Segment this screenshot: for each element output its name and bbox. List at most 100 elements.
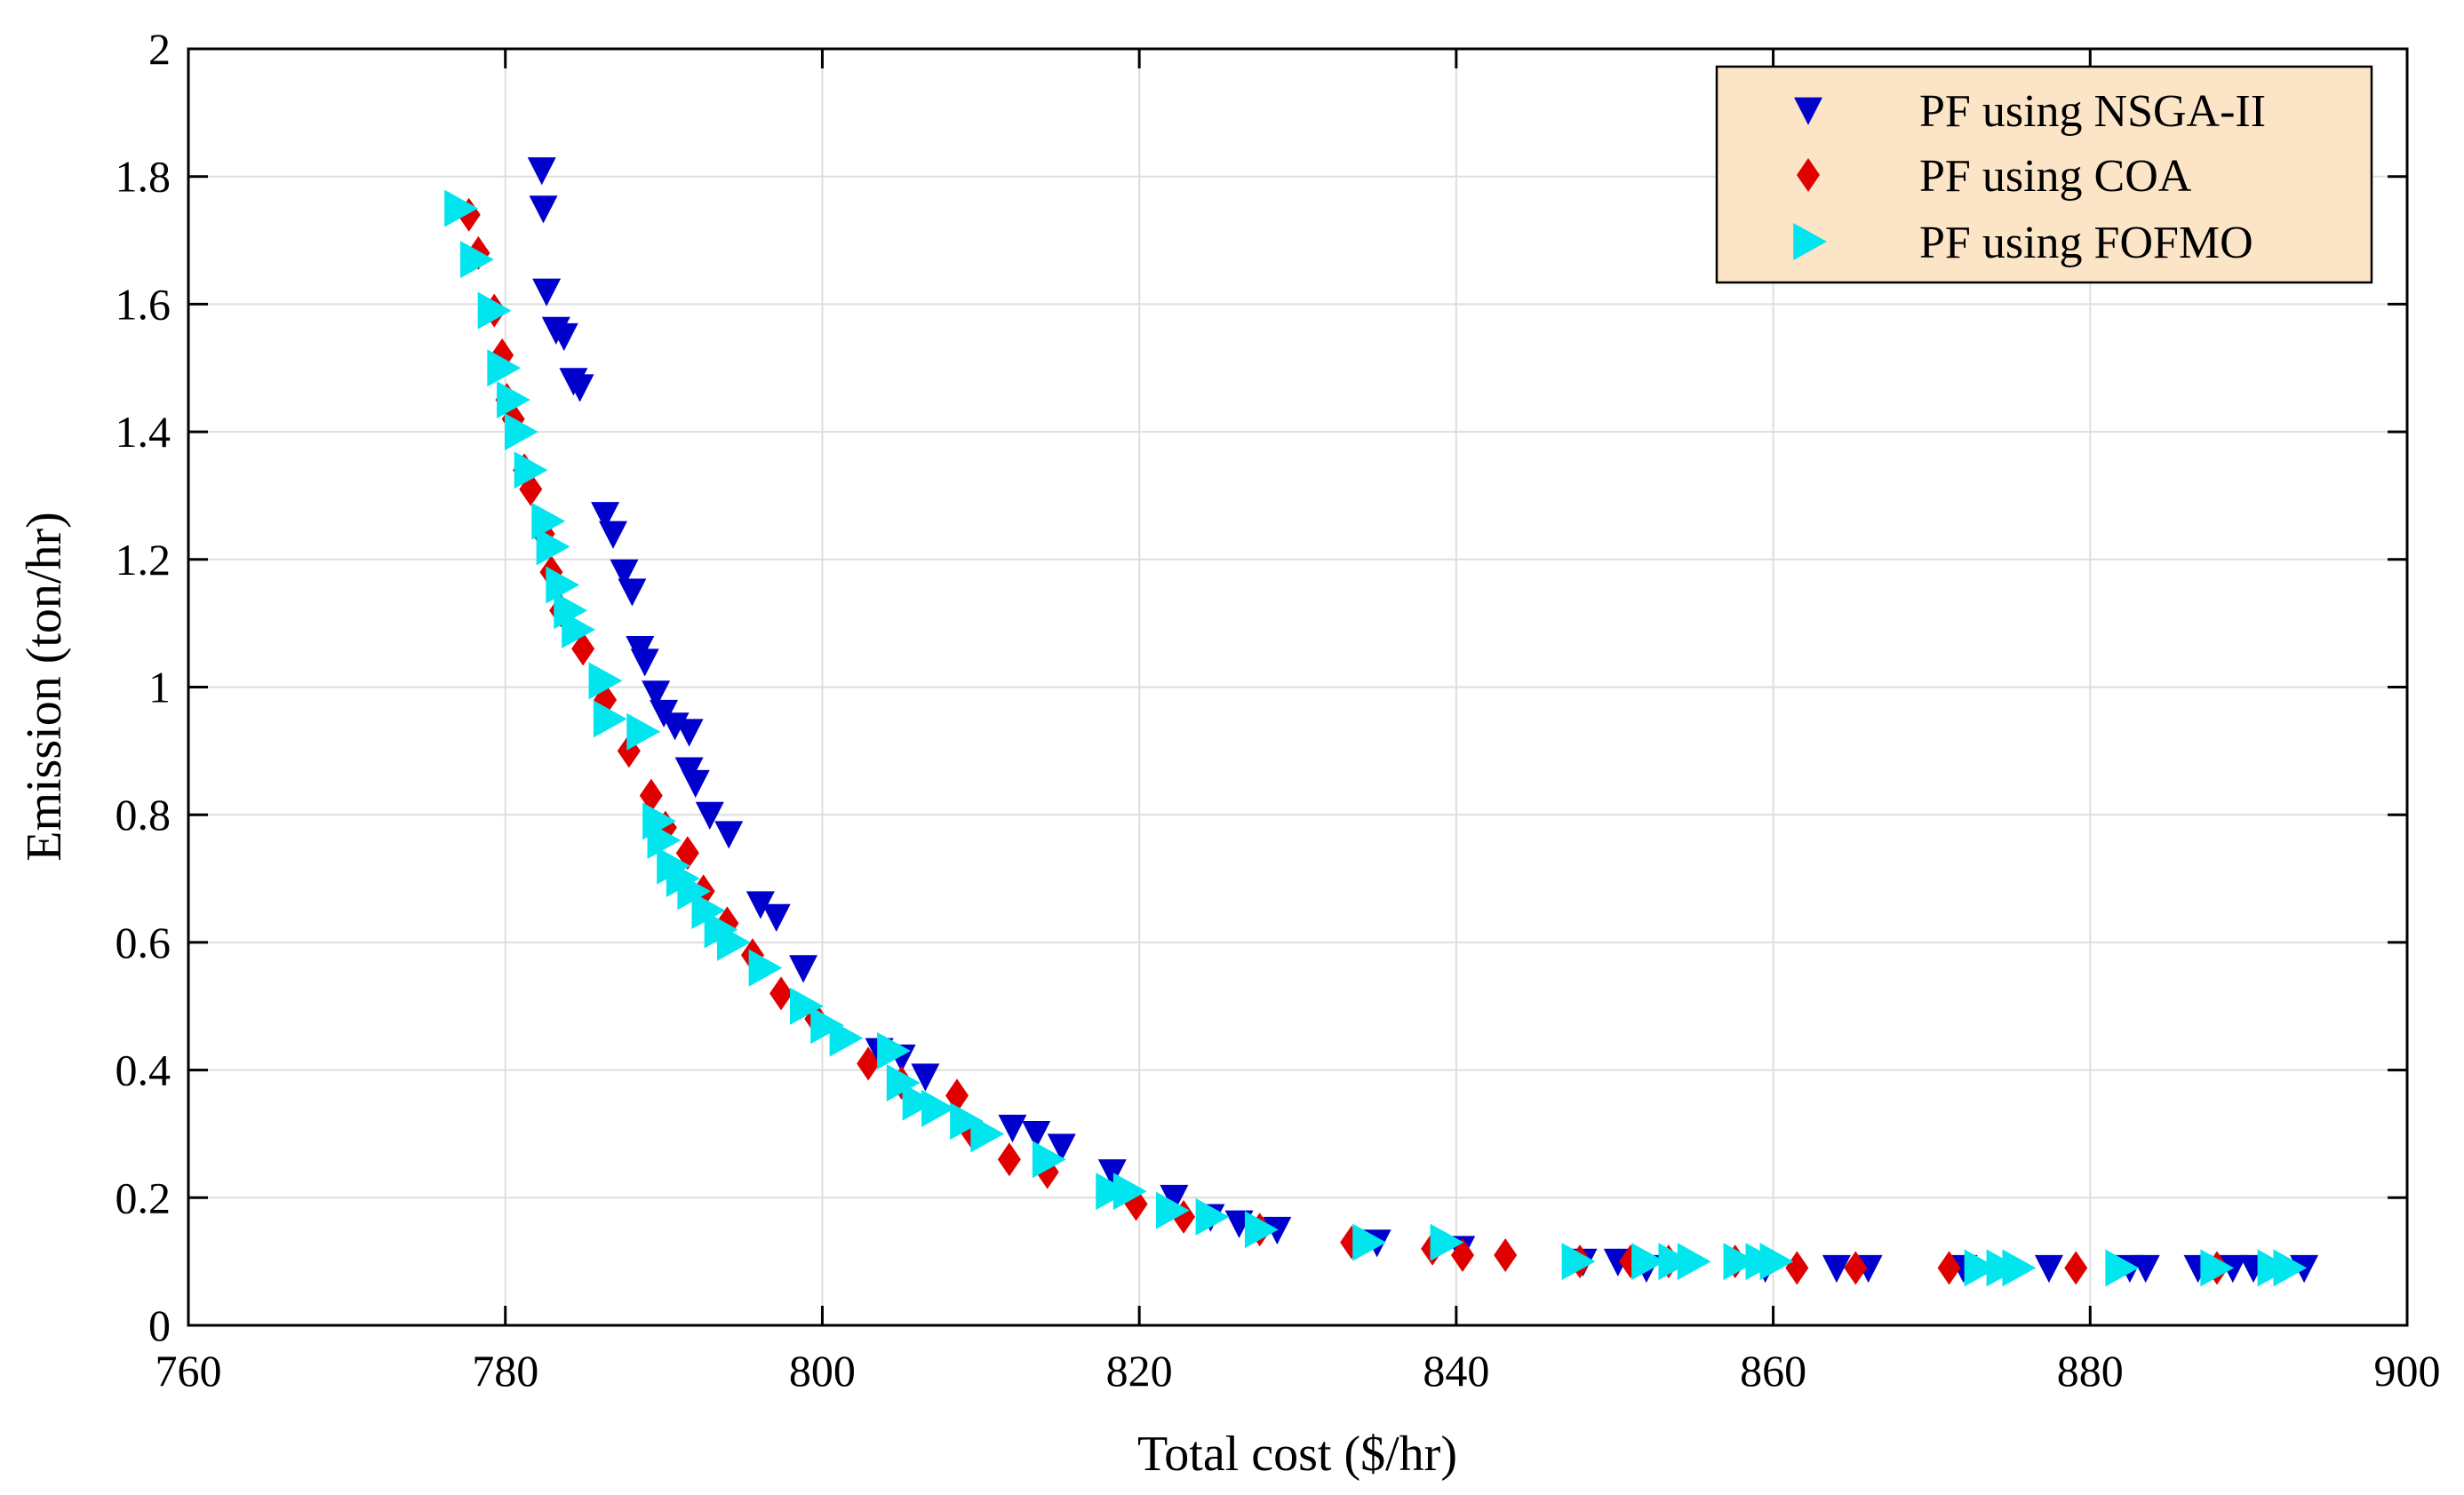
data-point-fofmo	[902, 1083, 937, 1121]
data-point-nsga	[714, 821, 744, 849]
data-point-fofmo	[647, 821, 682, 859]
data-point-nsga	[527, 157, 556, 186]
data-point-fofmo	[2273, 1249, 2308, 1287]
data-point-fofmo	[691, 891, 726, 929]
data-point-fofmo	[1352, 1223, 1386, 1261]
data-point-fofmo	[1631, 1243, 1665, 1281]
data-point-coa	[571, 632, 595, 666]
data-point-nsga	[789, 955, 818, 983]
data-point-fofmo	[810, 1006, 844, 1045]
legend-label-fofmo: PF using FOFMO	[1919, 218, 2253, 268]
data-point-fofmo	[950, 1102, 984, 1141]
data-point-nsga	[2034, 1254, 2063, 1284]
data-point-coa	[770, 976, 793, 1011]
y-tick-label: 0.4	[116, 1046, 171, 1095]
data-point-fofmo	[477, 291, 512, 330]
data-point-fofmo	[1195, 1197, 1230, 1236]
data-point-fofmo	[504, 413, 538, 451]
data-point-fofmo	[1430, 1223, 1464, 1261]
data-point-coa	[1450, 1237, 1474, 1272]
y-tick-label: 2	[148, 24, 171, 74]
data-point-fofmo	[716, 923, 751, 961]
data-point-fofmo	[593, 700, 627, 738]
x-tick-label: 880	[2057, 1346, 2124, 1396]
data-point-fofmo	[829, 1019, 864, 1057]
data-point-coa	[1494, 1237, 1518, 1272]
x-tick-label: 900	[2374, 1346, 2441, 1396]
data-point-coa	[2064, 1251, 2088, 1285]
data-point-fofmo	[1244, 1211, 1279, 1249]
data-point-coa	[1844, 1251, 1868, 1285]
data-point-nsga	[674, 719, 704, 747]
data-point-nsga	[2218, 1254, 2247, 1284]
grid	[188, 49, 2407, 1325]
data-point-nsga	[762, 903, 791, 932]
data-point-fofmo	[1723, 1243, 1758, 1281]
x-tick-label: 800	[789, 1346, 856, 1396]
data-point-fofmo	[444, 189, 478, 227]
data-point-nsga	[746, 891, 775, 919]
data-point-fofmo	[514, 451, 548, 489]
data-point-fofmo	[1658, 1243, 1693, 1281]
data-point-nsga	[618, 578, 647, 607]
legend-marker-fofmo	[1793, 223, 1827, 260]
y-tick-label: 1.4	[116, 407, 171, 457]
data-point-fofmo	[460, 241, 494, 279]
data-point-coa	[997, 1142, 1021, 1177]
data-point-nsga	[1160, 1184, 1189, 1213]
data-point-nsga	[1022, 1121, 1051, 1149]
data-point-nsga	[549, 322, 578, 352]
data-point-fofmo	[877, 1032, 911, 1070]
data-point-fofmo	[2200, 1249, 2235, 1287]
data-point-fofmo	[1032, 1141, 1066, 1179]
data-point-fofmo	[748, 949, 783, 987]
data-point-fofmo	[886, 1063, 921, 1101]
y-tick-label: 0.8	[116, 790, 171, 839]
data-point-nsga	[998, 1114, 1027, 1143]
data-point-nsga	[1097, 1159, 1127, 1188]
data-point-nsga	[565, 374, 594, 402]
data-point-nsga	[591, 502, 620, 530]
x-tick-label: 780	[472, 1346, 538, 1396]
data-point-nsga	[695, 801, 724, 830]
legend-box	[1715, 65, 2373, 284]
y-tick-label: 1.2	[116, 535, 171, 584]
data-point-nsga	[681, 769, 710, 799]
data-point-fofmo	[588, 662, 623, 700]
data-point-fofmo	[970, 1115, 1005, 1153]
data-point-fofmo	[562, 610, 595, 648]
data-point-nsga	[911, 1063, 940, 1092]
data-point-fofmo	[790, 987, 824, 1025]
y-tick-label: 1.6	[116, 279, 171, 329]
y-tick-label: 0	[148, 1300, 171, 1350]
y-tick-label: 1	[148, 663, 171, 712]
data-point-coa	[1785, 1251, 1809, 1285]
data-point-fofmo	[536, 528, 570, 566]
x-axis-label: Total cost ($/hr)	[1137, 1427, 1457, 1482]
data-markers	[444, 157, 2319, 1287]
x-tick-label: 860	[1740, 1346, 1806, 1396]
data-point-fofmo	[677, 872, 712, 911]
data-point-nsga	[2131, 1254, 2160, 1284]
data-point-coa	[1937, 1251, 1961, 1285]
y-tick-label: 1.8	[116, 152, 171, 202]
data-point-nsga	[1263, 1216, 1292, 1245]
data-point-fofmo	[487, 349, 522, 387]
series-fofmo	[444, 189, 2308, 1287]
legend-marker-nsga	[1794, 97, 1822, 125]
data-point-nsga	[1822, 1254, 1851, 1284]
data-point-fofmo	[2002, 1249, 2037, 1287]
data-point-nsga	[598, 521, 627, 549]
data-point-fofmo	[1156, 1191, 1190, 1229]
x-tick-label: 760	[155, 1346, 222, 1396]
legend-label-coa: PF using COA	[1919, 151, 2192, 202]
legend-markers	[1793, 97, 1827, 260]
legend: PF using NSGA-II PF using COA PF using F…	[1715, 65, 2373, 284]
data-point-nsga	[1047, 1133, 1076, 1162]
x-tick-label: 820	[1106, 1346, 1173, 1396]
data-point-fofmo	[1964, 1249, 1998, 1287]
y-axis-tick-labels: 0 0.2 0.4 0.6 0.8 1 1.2 1.4 1.6 1.8 2	[116, 24, 171, 1350]
legend-label-nsga: PF using NSGA-II	[1919, 86, 2266, 137]
